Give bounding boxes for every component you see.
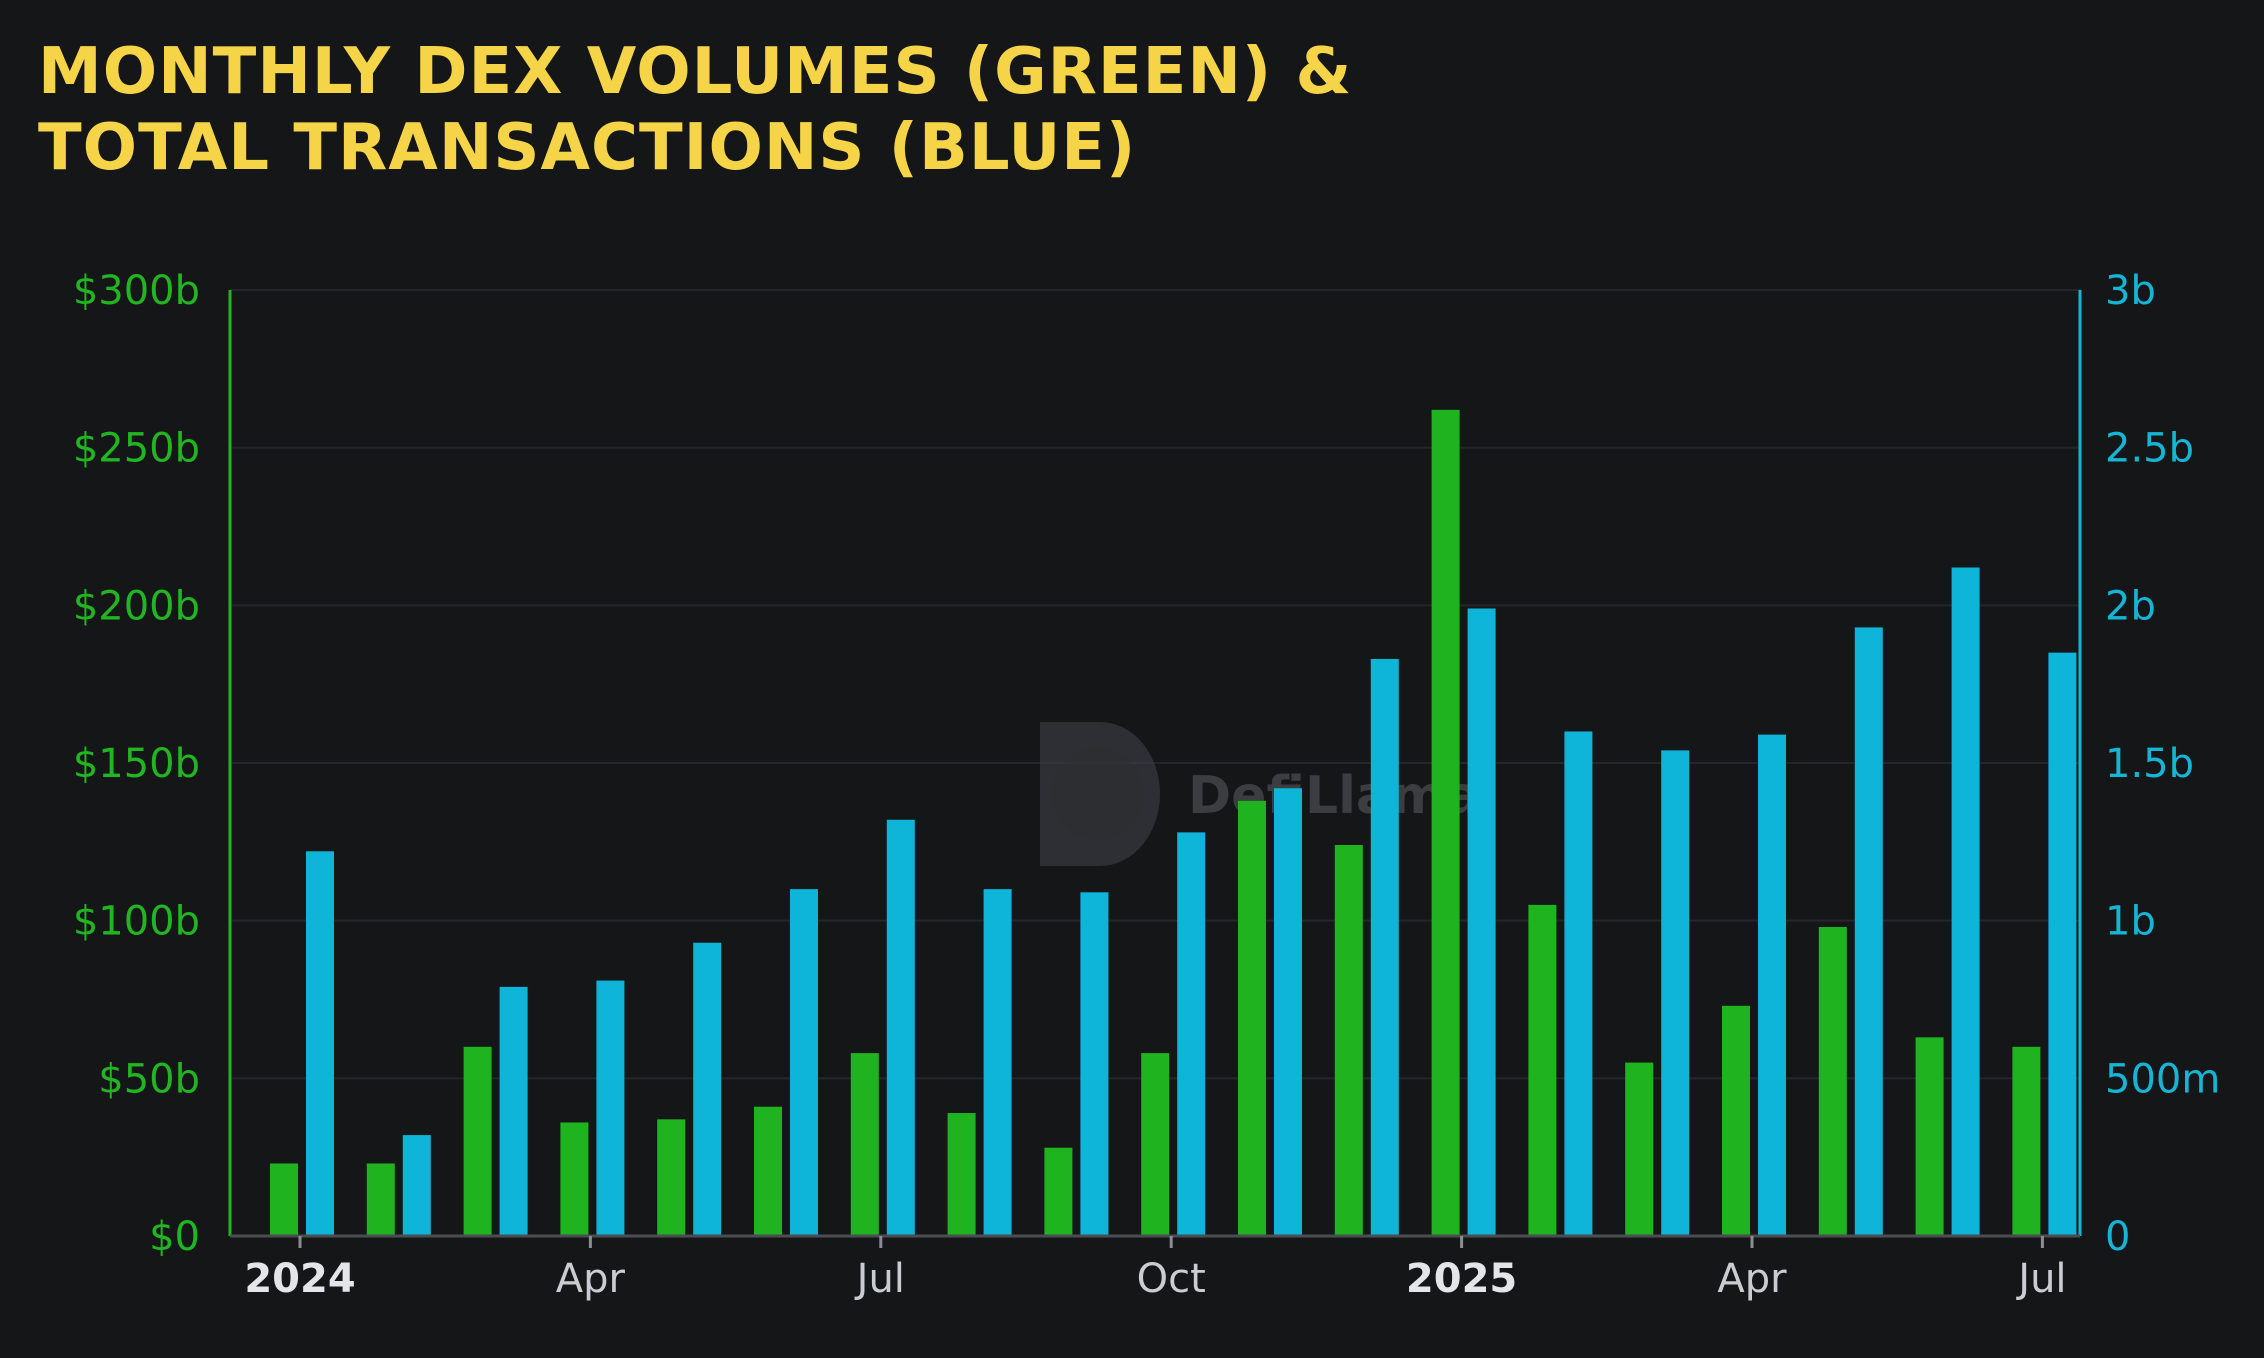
x-tick-label: Apr xyxy=(1717,1256,1787,1302)
transactions-bar xyxy=(790,889,818,1236)
dex-volume-bar xyxy=(1141,1053,1170,1236)
transactions-bar xyxy=(596,980,625,1236)
dex-volume-bar xyxy=(1528,904,1557,1236)
dex-volume-bar xyxy=(1722,1005,1750,1236)
bars xyxy=(270,409,2077,1236)
x-tick-label: Jul xyxy=(854,1256,905,1302)
transactions-bar xyxy=(983,889,1012,1236)
chart-title: MONTHLY DEX VOLUMES (GREEN) & TOTAL TRAN… xyxy=(38,35,1353,185)
x-tick-label: 2024 xyxy=(244,1256,355,1302)
y-left-tick-label: $0 xyxy=(149,1214,200,1260)
transactions-bar xyxy=(1274,788,1302,1236)
watermark: DefiLlama xyxy=(1040,722,1480,866)
transactions-bar xyxy=(693,942,722,1236)
y-left-tick-label: $250b xyxy=(73,426,200,472)
y-left-tick-label: $100b xyxy=(73,899,200,945)
transactions-bar xyxy=(306,851,334,1236)
dex-volume-bar xyxy=(657,1119,686,1236)
y-right-tick-label: 1b xyxy=(2105,899,2156,945)
dex-volume-bar xyxy=(850,1053,879,1236)
transactions-bar xyxy=(2048,652,2077,1236)
dex-volume-bar xyxy=(463,1046,492,1236)
transactions-bar xyxy=(1564,731,1593,1236)
transactions-bar xyxy=(1370,658,1399,1236)
y-left-tick-label: $50b xyxy=(98,1056,200,1102)
y-left-tick-label: $300b xyxy=(73,268,200,314)
y-right-tick-label: 1.5b xyxy=(2105,741,2194,787)
watermark-text: DefiLlama xyxy=(1188,766,1480,826)
tick-labels: $0 $50b $100b $150b $200b $250b $300b 0 500m 1b 1.… xyxy=(73,268,2221,1302)
transactions-bar xyxy=(402,1135,431,1236)
dex-volume-bar xyxy=(1818,926,1847,1236)
dex-volume-bar xyxy=(560,1122,589,1236)
dex-volume-bar xyxy=(1238,800,1266,1236)
x-tick-label: Jul xyxy=(2015,1256,2066,1302)
dex-volume-bar xyxy=(270,1163,298,1236)
dex-volume-bar xyxy=(1915,1037,1944,1236)
transactions-bar xyxy=(1758,734,1786,1236)
axes xyxy=(228,290,2082,1248)
y-right-tick-label: 2.5b xyxy=(2105,426,2194,472)
dex-volume-bar xyxy=(1625,1062,1654,1236)
transactions-bar xyxy=(1177,832,1206,1236)
transactions-bar xyxy=(1661,750,1690,1236)
x-tick-label: 2025 xyxy=(1406,1256,1517,1302)
dex-volume-bar xyxy=(366,1163,395,1236)
llama-logo-icon-face xyxy=(1052,748,1144,840)
y-right-tick-label: 500m xyxy=(2105,1056,2220,1102)
transactions-bar xyxy=(1467,608,1496,1236)
grid-lines xyxy=(230,289,2080,1080)
transactions-bar xyxy=(886,819,915,1236)
y-left-tick-label: $150b xyxy=(73,741,200,787)
dex-volume-bar xyxy=(1334,844,1363,1236)
y-right-tick-label: 3b xyxy=(2105,268,2156,314)
transactions-bar xyxy=(1854,627,1883,1236)
transactions-bar xyxy=(1951,567,1980,1236)
y-right-tick-label: 0 xyxy=(2105,1214,2130,1260)
dex-volume-bar xyxy=(1044,1147,1073,1236)
transactions-bar xyxy=(499,986,528,1236)
dex-volume-bar xyxy=(754,1106,782,1236)
x-tick-label: Oct xyxy=(1137,1256,1206,1302)
x-tick-label: Apr xyxy=(556,1256,626,1302)
dex-volume-bar xyxy=(1431,409,1460,1236)
dex-volume-bar xyxy=(2012,1046,2041,1236)
y-right-tick-label: 2b xyxy=(2105,583,2156,629)
dex-volume-bar xyxy=(947,1113,976,1236)
transactions-bar xyxy=(1080,892,1109,1236)
y-left-tick-label: $200b xyxy=(73,583,200,629)
